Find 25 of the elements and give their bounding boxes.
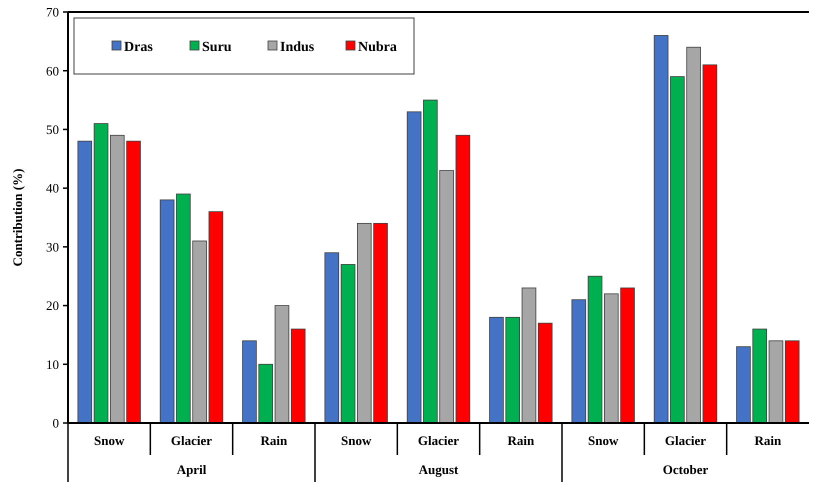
x-tick-label: Rain [260, 433, 288, 448]
x-tick-label: Snow [588, 433, 619, 448]
x-tick-label: Glacier [418, 433, 460, 448]
y-tick-label: 40 [46, 180, 59, 196]
x-tick-label: Snow [94, 433, 125, 448]
y-tick-label: 30 [46, 239, 59, 254]
text: October [662, 462, 708, 477]
y-tick-label: 60 [46, 63, 59, 78]
legend-label: Dras [124, 40, 154, 55]
y-tick-label: 0 [52, 416, 59, 431]
y-tick-label: 50 [46, 122, 59, 137]
text: April [176, 462, 207, 477]
x-tick-label: Glacier [170, 433, 212, 448]
legend-label: Suru [202, 40, 232, 55]
y-tick-label: 10 [46, 356, 59, 372]
y-tick-label: 20 [46, 298, 59, 314]
text: August [418, 462, 460, 477]
legend-label: Nubra [358, 40, 397, 55]
legend-label: Indus [280, 40, 315, 55]
y-tick-label: 70 [46, 4, 59, 20]
x-tick-label: Glacier [664, 433, 706, 448]
y-axis-title: Contribution (%) [10, 168, 25, 266]
x-tick-label: Rain [507, 433, 535, 448]
x-tick-label: Snow [340, 433, 372, 448]
x-tick-label: Rain [754, 433, 782, 448]
